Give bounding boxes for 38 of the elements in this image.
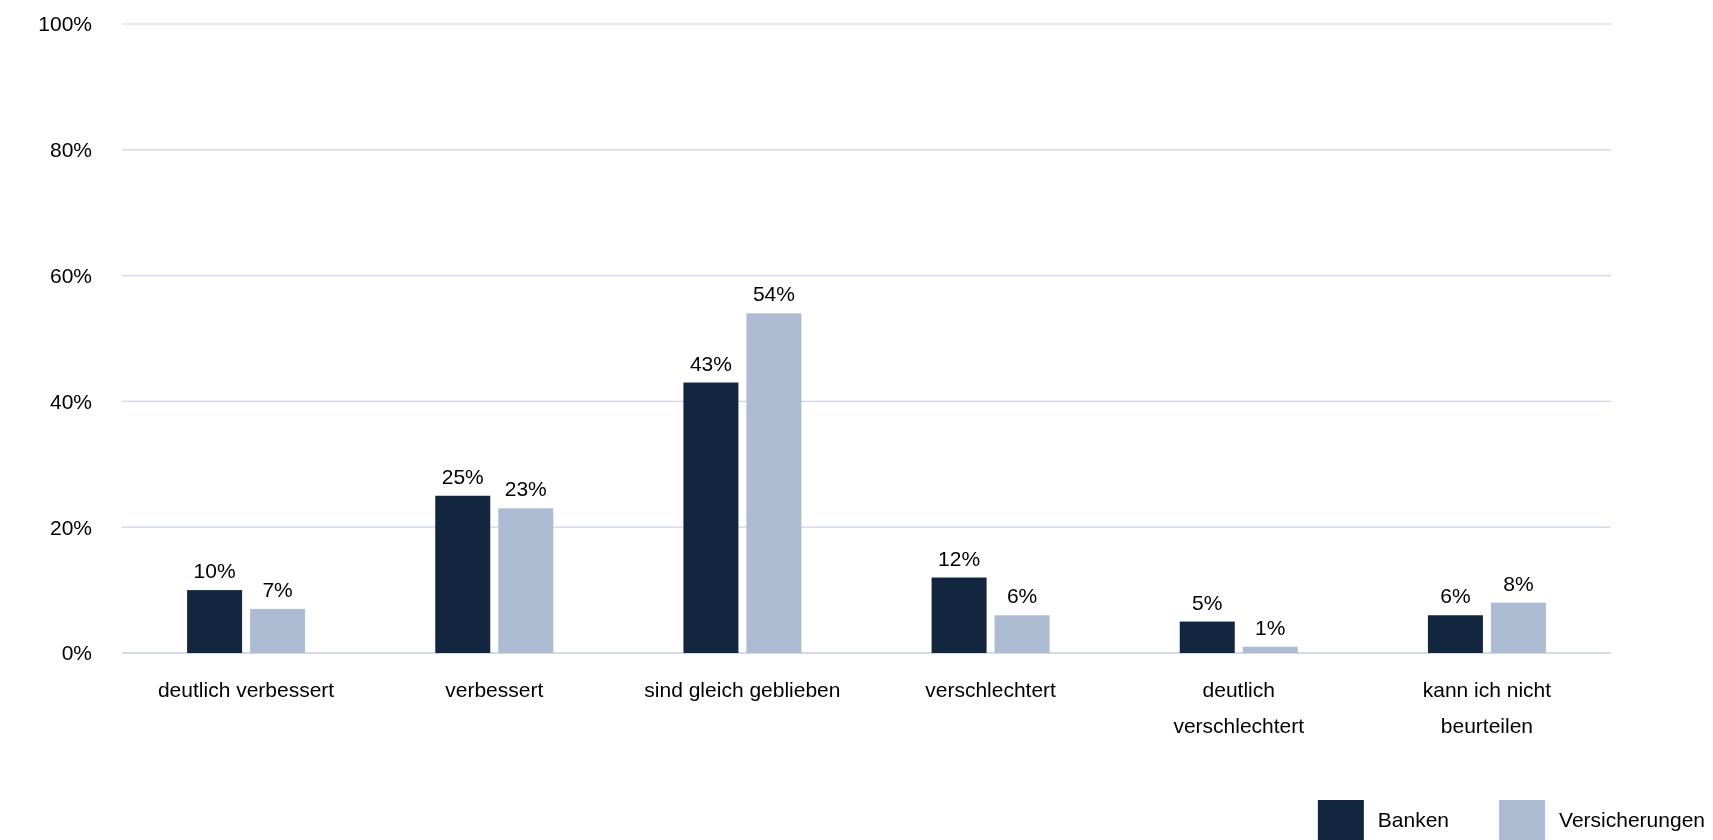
- bar: [1490, 602, 1546, 653]
- data-label: 25%: [441, 464, 484, 488]
- data-label: 12%: [938, 546, 981, 570]
- bar: [1242, 646, 1298, 653]
- y-tick-label: 0%: [61, 641, 92, 665]
- legend-label: Banken: [1377, 808, 1450, 832]
- bar: [994, 615, 1050, 653]
- bar: [1179, 621, 1235, 653]
- data-label: 8%: [1503, 571, 1534, 595]
- data-label: 6%: [1006, 584, 1038, 608]
- bar: [435, 495, 491, 653]
- legend-label: Versicherungen: [1559, 808, 1705, 832]
- data-label: 5%: [1192, 590, 1223, 614]
- y-tick-label: 100%: [38, 12, 92, 36]
- x-tick-label: deutlich verschlechtert: [1173, 678, 1305, 737]
- y-tick-label: 40%: [49, 389, 92, 413]
- x-tick-label: kann ich nicht beurteilen: [1422, 678, 1552, 737]
- bar: [746, 313, 802, 653]
- data-label: 10%: [193, 559, 236, 583]
- bar: [187, 590, 243, 653]
- bar: [683, 382, 739, 653]
- x-tick-label: sind gleich geblieben: [644, 678, 841, 701]
- data-label: 23%: [504, 477, 547, 501]
- y-tick-label: 60%: [49, 263, 92, 287]
- bar: [250, 608, 306, 653]
- y-tick-label: 80%: [49, 138, 92, 162]
- x-tick-label: deutlich verbessert: [157, 678, 335, 701]
- data-label: 6%: [1440, 584, 1471, 608]
- y-tick-label: 20%: [49, 515, 92, 539]
- data-label: 1%: [1255, 615, 1286, 639]
- bar: [931, 577, 987, 653]
- data-label: 43%: [689, 351, 732, 375]
- bar: [1427, 615, 1483, 653]
- x-tick-label: verschlechtert: [925, 678, 1057, 701]
- x-tick-label: verbessert: [445, 678, 544, 701]
- data-label: 7%: [262, 577, 293, 601]
- data-label: 54%: [752, 282, 795, 306]
- bar: [498, 508, 554, 653]
